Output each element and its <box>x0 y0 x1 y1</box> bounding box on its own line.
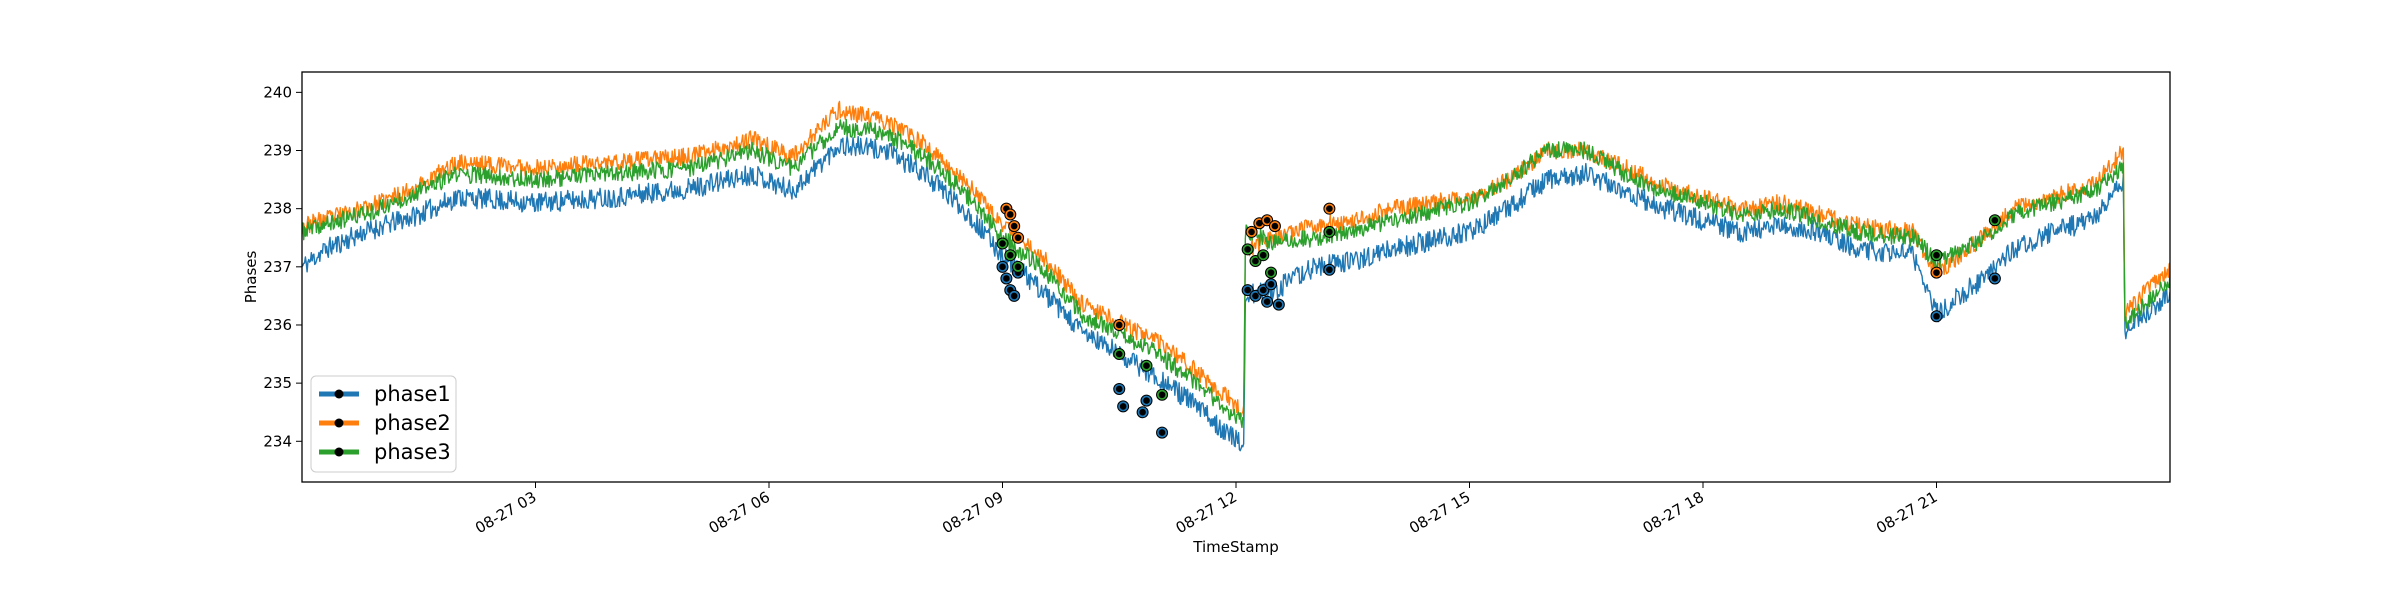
legend-label-phase3: phase3 <box>374 440 451 464</box>
anomaly-point-core <box>1326 266 1333 274</box>
anomaly-point-core <box>1275 301 1283 308</box>
anomaly-point-core <box>1326 205 1333 212</box>
anomaly-point-core <box>999 240 1006 247</box>
anomaly-point-core <box>1143 362 1150 369</box>
y-tick-label: 239 <box>263 142 292 160</box>
anomaly-point-core <box>1252 257 1259 265</box>
anomaly-point-core <box>1006 251 1014 259</box>
anomaly-point-core <box>1115 385 1123 393</box>
anomaly-point-core <box>1003 275 1010 282</box>
anomaly-point-core <box>1119 403 1127 410</box>
anomaly-point-core <box>1115 350 1123 358</box>
y-axis: 234 235 236 237 238 239 240 <box>263 83 302 450</box>
y-tick-label: 234 <box>263 432 292 450</box>
anomaly-point-core <box>1267 280 1275 288</box>
anomaly-point-core <box>1158 429 1166 436</box>
series-line-phase2 <box>302 100 2170 418</box>
anomaly-point-core <box>999 263 1006 271</box>
legend: phase1 phase2 phase3 <box>310 375 457 473</box>
anomaly-point-core <box>1139 408 1146 416</box>
anomaly-point-core <box>1933 251 1940 259</box>
anomaly-point-core <box>1006 211 1014 218</box>
legend-box <box>310 375 457 473</box>
anomaly-point-core <box>1252 292 1259 300</box>
y-tick-label: 238 <box>263 200 292 218</box>
legend-marker-phase1 <box>334 389 344 399</box>
legend-label-phase2: phase2 <box>374 411 451 435</box>
y-tick-label: 236 <box>263 316 292 334</box>
anomaly-point-core <box>1991 217 1999 224</box>
anomaly-point-core <box>1014 263 1022 271</box>
anomaly-layer <box>996 202 2001 439</box>
legend-label-phase1: phase1 <box>374 382 451 406</box>
anomaly-point-core <box>1991 275 1999 282</box>
y-axis-label: Phases <box>242 251 260 304</box>
anomaly-point-core <box>1326 228 1333 236</box>
anomaly-point-core <box>1933 269 1940 276</box>
series-line-phase1 <box>302 135 2170 452</box>
y-tick-label: 237 <box>263 258 292 276</box>
series-layer <box>302 100 2170 452</box>
anomaly-point-core <box>1263 217 1271 224</box>
anomaly-point-core <box>1267 269 1275 276</box>
anomaly-point-core <box>1014 234 1022 242</box>
anomaly-point-core <box>1263 298 1271 306</box>
series-line-phase3 <box>302 118 2170 429</box>
anomaly-point-core <box>1010 292 1018 300</box>
anomaly-point-core <box>1244 286 1251 294</box>
anomaly-point-core <box>1271 222 1279 230</box>
anomaly-point-core <box>1115 321 1123 329</box>
anomaly-point-core <box>1259 286 1267 294</box>
anomaly-point-core <box>1933 312 1940 320</box>
y-tick-label: 240 <box>263 83 292 101</box>
anomaly-point-core <box>1256 219 1263 227</box>
x-axis-label: TimeStamp <box>1192 538 1278 556</box>
anomaly-point-core <box>1248 228 1255 236</box>
anomaly-point-core <box>1143 397 1150 404</box>
anomaly-point-core <box>1010 222 1018 230</box>
y-tick-label: 235 <box>263 374 292 392</box>
legend-marker-phase2 <box>334 418 344 428</box>
legend-marker-phase3 <box>334 447 344 457</box>
anomaly-point-core <box>1158 391 1166 399</box>
anomaly-point-core <box>1259 251 1267 259</box>
anomaly-point-core <box>1244 246 1251 253</box>
